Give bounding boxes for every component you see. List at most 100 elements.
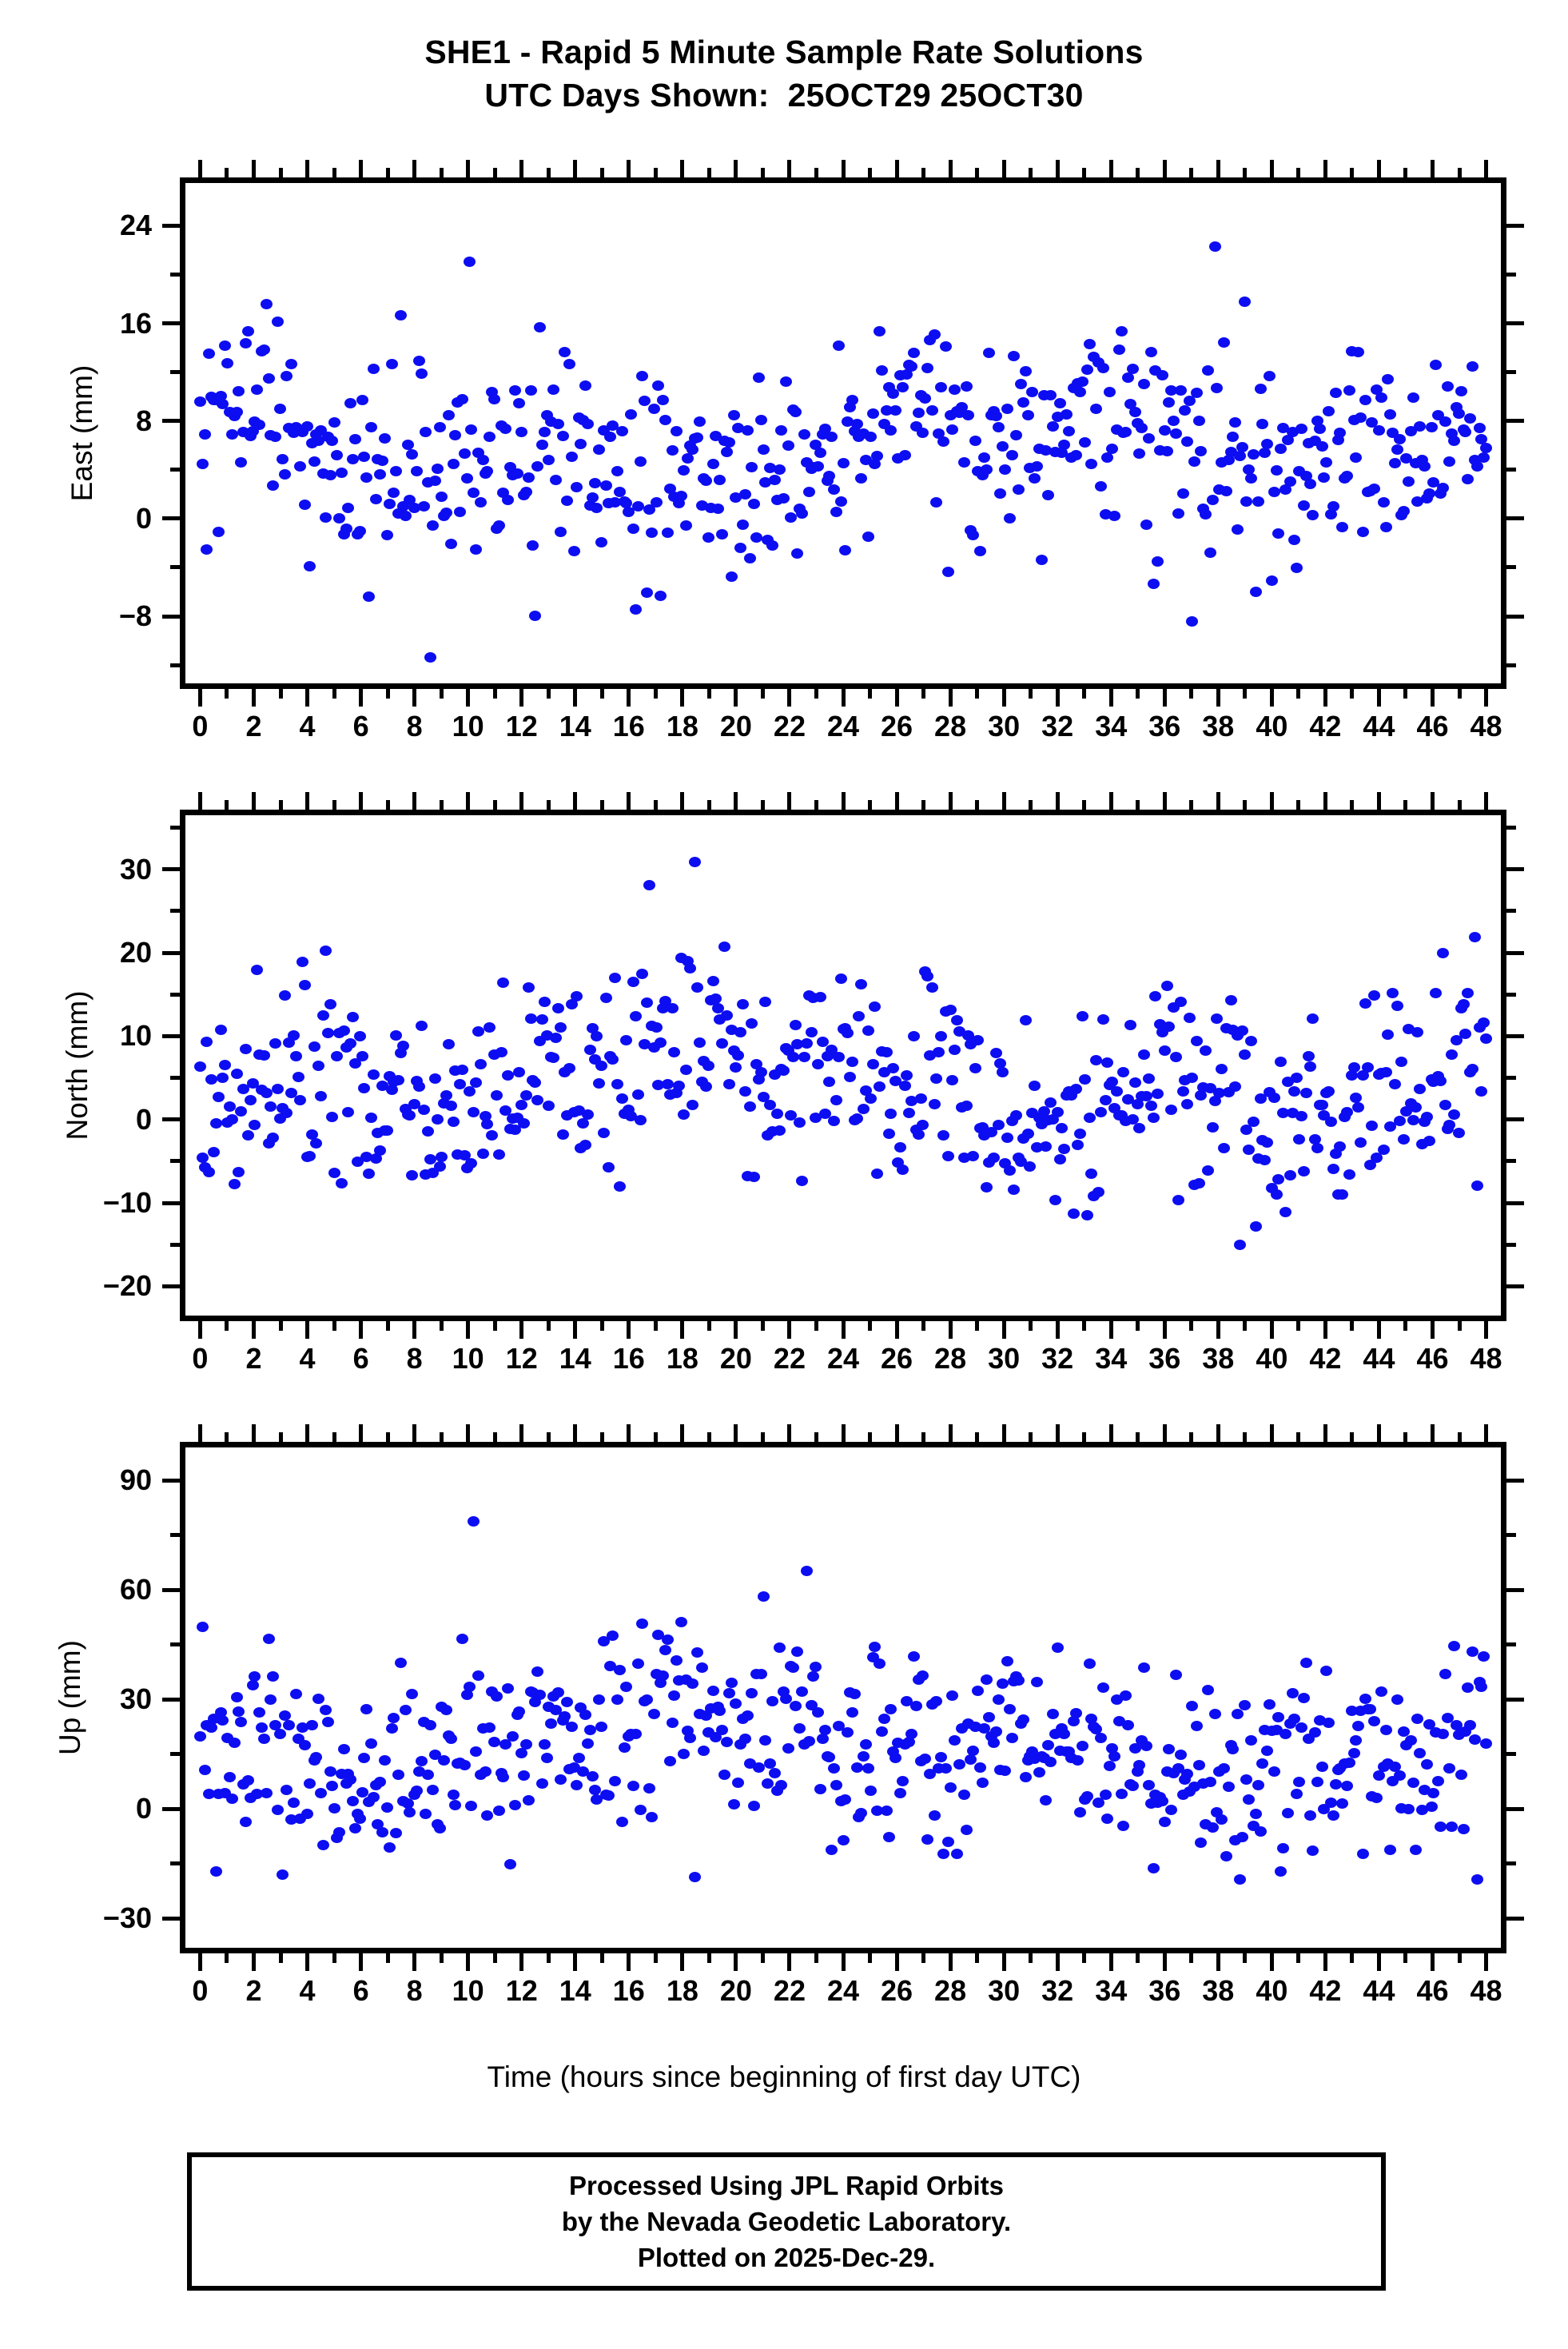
x-axis-tick-label: 18 bbox=[666, 710, 698, 743]
data-point bbox=[406, 1170, 419, 1181]
x-axis-minor-tick bbox=[1136, 1953, 1140, 1963]
x-axis-minor-tick bbox=[492, 800, 497, 810]
data-point bbox=[693, 416, 706, 427]
x-axis-tick-label: 16 bbox=[612, 710, 645, 743]
data-point bbox=[364, 1112, 377, 1123]
x-axis-major-tick bbox=[680, 792, 685, 810]
data-point bbox=[269, 1037, 282, 1049]
data-point bbox=[1291, 1073, 1303, 1084]
data-point bbox=[1201, 364, 1214, 376]
data-point bbox=[1361, 1062, 1374, 1073]
data-point bbox=[736, 999, 749, 1010]
data-point bbox=[515, 1100, 528, 1111]
data-point bbox=[641, 587, 654, 599]
data-point bbox=[1352, 1102, 1365, 1113]
x-axis-major-tick bbox=[519, 792, 524, 810]
x-axis-tick-label: 38 bbox=[1202, 1974, 1235, 2007]
data-point bbox=[559, 346, 571, 357]
data-point bbox=[499, 1738, 512, 1750]
data-point bbox=[1409, 1101, 1422, 1113]
data-point bbox=[249, 1120, 261, 1131]
data-point bbox=[550, 474, 562, 485]
x-axis-major-tick bbox=[359, 689, 364, 707]
data-point bbox=[1224, 446, 1237, 457]
data-point bbox=[1432, 1776, 1445, 1787]
x-axis-major-tick bbox=[1055, 1424, 1060, 1442]
data-point bbox=[1163, 397, 1176, 408]
data-point bbox=[328, 1168, 341, 1179]
data-point bbox=[782, 1742, 795, 1754]
data-point bbox=[997, 441, 1009, 452]
data-point bbox=[1206, 1121, 1219, 1133]
data-point bbox=[905, 360, 918, 372]
x-axis-tick-label: 2 bbox=[245, 710, 262, 743]
data-point bbox=[1430, 360, 1443, 371]
x-axis-major-tick bbox=[197, 1953, 202, 1971]
scatter-surface-up bbox=[185, 1447, 1501, 1948]
data-point bbox=[1425, 1801, 1438, 1812]
data-point bbox=[556, 430, 569, 441]
data-point bbox=[1372, 1770, 1385, 1781]
data-point bbox=[326, 1781, 339, 1792]
data-point bbox=[1236, 441, 1248, 452]
data-point bbox=[376, 1080, 389, 1091]
data-point bbox=[1168, 415, 1180, 426]
data-point bbox=[935, 1031, 948, 1041]
data-point bbox=[711, 1002, 724, 1013]
data-point bbox=[1347, 1061, 1360, 1073]
data-point bbox=[716, 1037, 729, 1049]
data-point bbox=[303, 561, 316, 572]
y-axis-minor-tick bbox=[170, 1642, 180, 1647]
data-point bbox=[251, 1788, 264, 1799]
y-axis-major-tick bbox=[162, 867, 180, 872]
data-point bbox=[331, 450, 344, 461]
data-point bbox=[953, 1026, 965, 1037]
data-point bbox=[1101, 1814, 1114, 1824]
data-point bbox=[1096, 363, 1109, 374]
x-axis-minor-tick bbox=[868, 1432, 873, 1442]
x-axis-major-tick bbox=[251, 689, 256, 707]
data-point bbox=[1347, 1748, 1360, 1759]
data-point bbox=[1192, 1759, 1205, 1770]
data-point bbox=[1176, 488, 1189, 499]
data-point bbox=[718, 941, 731, 952]
x-axis-major-tick bbox=[251, 1321, 256, 1339]
data-point bbox=[706, 1685, 719, 1696]
x-axis-minor-tick bbox=[439, 689, 444, 699]
data-point bbox=[1217, 336, 1230, 348]
data-point bbox=[1174, 1750, 1187, 1761]
data-point bbox=[1045, 1757, 1057, 1768]
data-point bbox=[623, 507, 635, 518]
data-point bbox=[484, 431, 496, 442]
data-point bbox=[588, 1785, 601, 1796]
data-point bbox=[1040, 1141, 1053, 1152]
data-point bbox=[360, 1703, 373, 1714]
x-axis-minor-tick bbox=[1350, 1953, 1355, 1963]
data-point bbox=[586, 1770, 599, 1782]
x-axis-major-tick bbox=[1108, 1321, 1113, 1339]
x-axis-minor-tick bbox=[814, 800, 818, 810]
data-point bbox=[404, 1109, 416, 1121]
data-point bbox=[476, 1149, 489, 1160]
data-point bbox=[518, 1770, 531, 1781]
x-axis-tick-label: 40 bbox=[1256, 1342, 1288, 1375]
data-point bbox=[488, 1736, 500, 1747]
data-point bbox=[1275, 1865, 1287, 1877]
y-axis-tick-label: 30 bbox=[119, 852, 152, 886]
y-axis-tick-label: −20 bbox=[102, 1269, 152, 1303]
data-point bbox=[1375, 1686, 1387, 1698]
data-point bbox=[524, 1013, 537, 1024]
data-point bbox=[399, 511, 412, 522]
data-point bbox=[337, 1743, 350, 1754]
data-point bbox=[1252, 1779, 1264, 1790]
x-axis-tick-label: 18 bbox=[666, 1342, 698, 1375]
data-point bbox=[1368, 1715, 1381, 1726]
data-point bbox=[490, 1090, 503, 1101]
data-point bbox=[885, 425, 897, 436]
data-point bbox=[1403, 1804, 1415, 1815]
data-point bbox=[237, 1083, 250, 1094]
data-point bbox=[987, 1152, 1000, 1163]
x-axis-minor-tick bbox=[975, 168, 980, 177]
data-point bbox=[1216, 1814, 1228, 1825]
y-axis-major-tick bbox=[162, 223, 180, 228]
